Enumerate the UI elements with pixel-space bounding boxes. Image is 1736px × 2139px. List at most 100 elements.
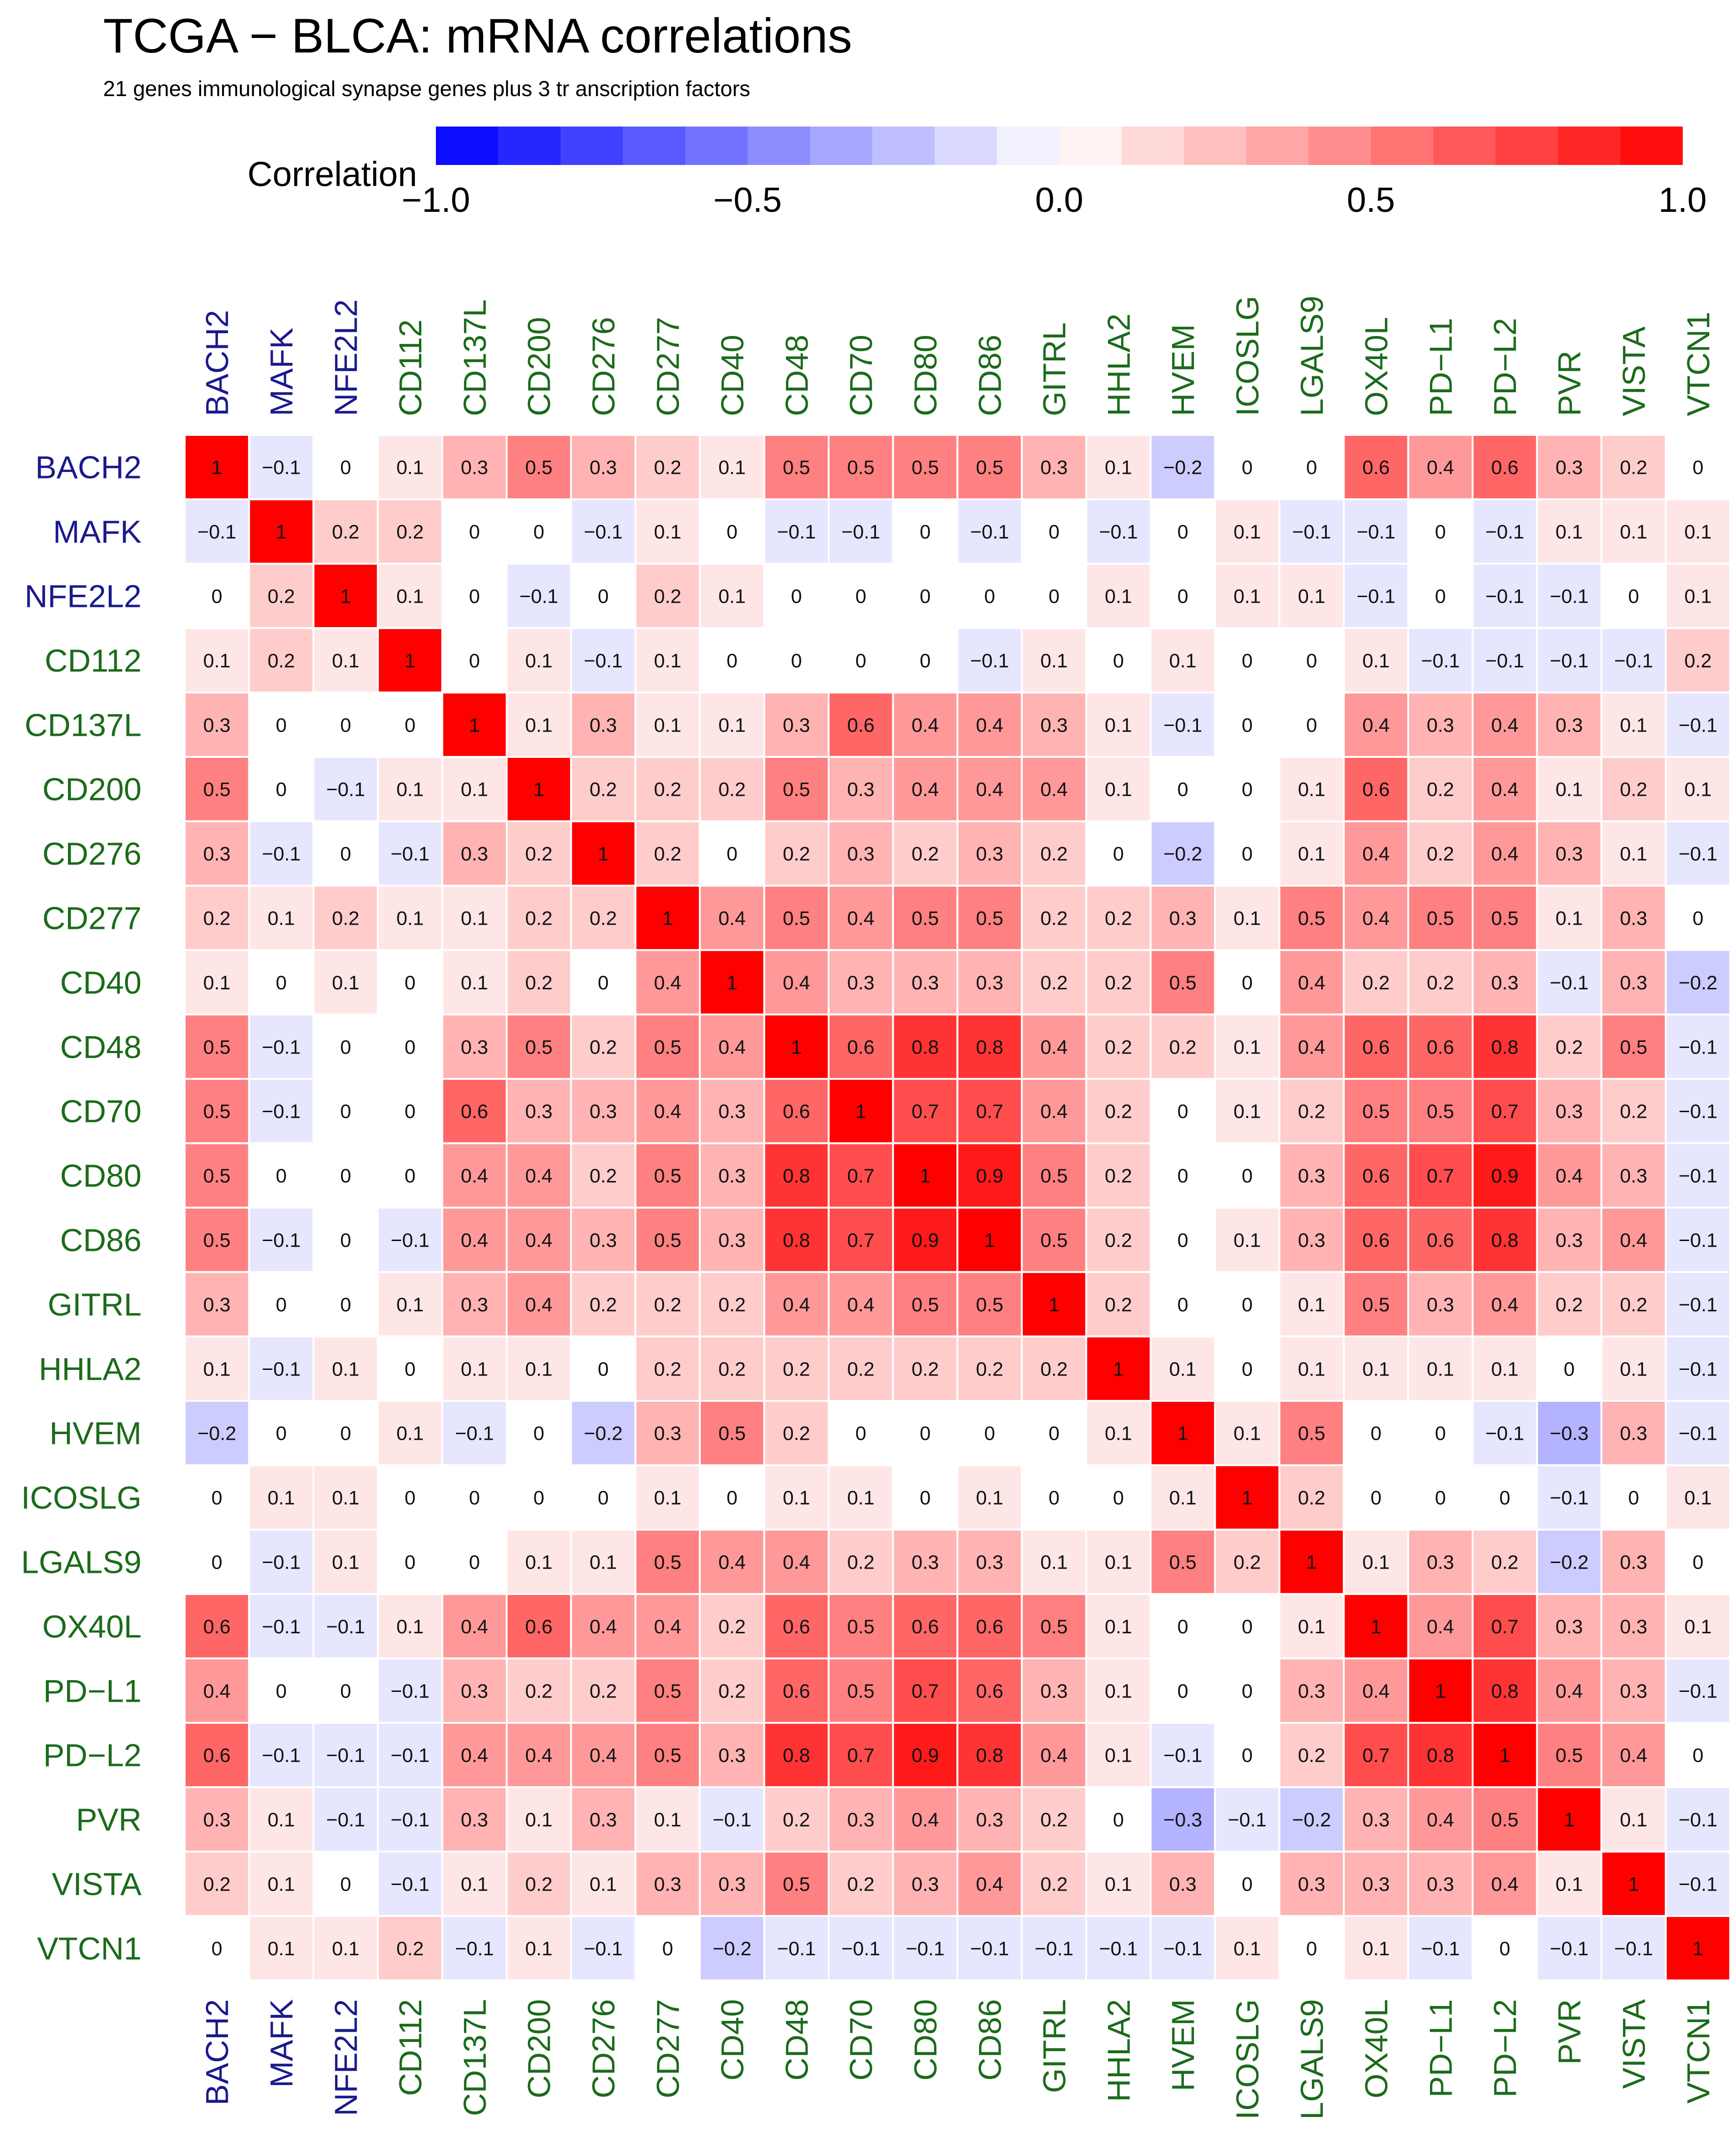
cell-value-label: 1 <box>1628 1873 1639 1895</box>
legend-bin <box>1620 127 1683 165</box>
heatmap-cell <box>1536 1464 1602 1531</box>
column-label-bottom: HVEM <box>1166 1999 1201 2091</box>
cell-value-label: 0.1 <box>332 1937 359 1960</box>
cell-value-label: 0.3 <box>718 1165 746 1187</box>
cell-value-label: 0.5 <box>203 1100 231 1122</box>
cell-value-label: 1 <box>276 521 286 543</box>
cell-value-label: 0.3 <box>461 1680 488 1702</box>
heatmap-cell <box>956 1786 1023 1853</box>
cell-value-label: 0.8 <box>912 1036 939 1058</box>
heatmap-cell <box>570 1593 636 1660</box>
cell-value-label: 0 <box>276 778 286 800</box>
cell-value-label: 0.2 <box>525 907 553 929</box>
column-label-top: GITRL <box>1037 322 1072 416</box>
heatmap-cell <box>184 1400 250 1466</box>
cell-value-label: −0.1 <box>1163 1937 1202 1960</box>
cell-value-label: −0.1 <box>390 1744 429 1766</box>
column-label-bottom: CD137L <box>457 1999 493 2117</box>
cell-value-label: 0 <box>533 521 544 543</box>
heatmap-cell <box>1021 1657 1087 1724</box>
cell-value-label: 0.5 <box>1298 1422 1325 1444</box>
cell-value-label: 0.2 <box>590 778 617 800</box>
cell-value-label: 0.3 <box>1491 972 1519 994</box>
heatmap-cell <box>1665 1915 1731 1982</box>
cell-value-label: 0 <box>469 521 480 543</box>
column-label-bottom: PD−L2 <box>1488 1999 1523 2098</box>
heatmap-cell <box>1665 1464 1731 1531</box>
cell-value-label: −0.1 <box>262 843 301 865</box>
cell-value-label: 0.4 <box>1620 1744 1647 1766</box>
cell-value-label: 0.3 <box>976 972 1003 994</box>
cell-value-label: 0.6 <box>1362 778 1390 800</box>
cell-value-label: 0.4 <box>1362 1680 1390 1702</box>
cell-value-label: 0.6 <box>1362 1036 1390 1058</box>
cell-value-label: 0.1 <box>976 1487 1003 1509</box>
legend-ticks: −1.0 −0.5 0.0 0.5 1.0 <box>402 180 1706 219</box>
cell-value-label: 0.3 <box>1556 714 1583 736</box>
cell-value-label: −0.1 <box>390 843 429 865</box>
cell-value-label: −0.1 <box>519 585 558 607</box>
heatmap-cell <box>1150 1078 1216 1144</box>
cell-value-label: 0.2 <box>1040 843 1068 865</box>
heatmap-cell <box>763 1850 830 1917</box>
heatmap-cell <box>1278 562 1345 629</box>
heatmap-cell <box>763 884 830 951</box>
cell-value-label: 0.6 <box>1362 456 1390 479</box>
heatmap-cell <box>1665 949 1731 1016</box>
cell-value-label: 0.3 <box>718 1229 746 1251</box>
column-label-bottom: HHLA2 <box>1101 1999 1137 2102</box>
cell-value-label: 0.1 <box>1620 1358 1647 1380</box>
heatmap-cell <box>763 434 830 501</box>
heatmap-cell <box>634 884 701 951</box>
heatmap-cell <box>1600 1078 1667 1144</box>
cell-value-label: −0.1 <box>326 1615 365 1638</box>
cell-value-label: 0.2 <box>1298 1487 1325 1509</box>
cell-value-label: 0.2 <box>718 1294 746 1316</box>
heatmap-cell <box>570 756 636 823</box>
heatmap-cell <box>1407 1206 1474 1273</box>
cell-value-label: −0.1 <box>1550 972 1589 994</box>
cell-value-label: 0.3 <box>1556 1615 1583 1638</box>
heatmap-cell <box>441 1657 508 1724</box>
cell-value-label: 0 <box>340 1294 351 1316</box>
heatmap-cell <box>763 1528 830 1595</box>
cell-value-label: 0 <box>276 1680 286 1702</box>
cell-value-label: 0 <box>404 1487 415 1509</box>
cell-value-label: 0.4 <box>525 1294 553 1316</box>
heatmap-cell <box>570 1657 636 1724</box>
cell-value-label: 0.1 <box>397 585 424 607</box>
cell-value-label: 0 <box>1113 650 1124 672</box>
heatmap-cell <box>1021 1013 1087 1080</box>
cell-value-label: −0.1 <box>1678 1809 1717 1831</box>
cell-value-label: 0.7 <box>976 1100 1003 1122</box>
row-label: CD80 <box>60 1158 142 1194</box>
heatmap-cell <box>699 1786 765 1853</box>
cell-value-label: 0 <box>1177 1680 1188 1702</box>
column-label-bottom: CD80 <box>908 1999 943 2081</box>
heatmap-cell <box>248 1915 314 1982</box>
cell-value-label: 0.5 <box>1298 907 1325 929</box>
column-label-bottom: MAFK <box>264 1999 299 2088</box>
heatmap-cell <box>1021 1786 1087 1853</box>
cell-value-label: 1 <box>855 1100 866 1122</box>
heatmap-cell <box>1150 627 1216 694</box>
heatmap-cell <box>1278 820 1345 887</box>
cell-value-label: 0.1 <box>1234 907 1261 929</box>
column-label-top: CD48 <box>779 335 815 416</box>
cell-value-label: 0.3 <box>1298 1229 1325 1251</box>
cell-value-label: 0.1 <box>783 1487 810 1509</box>
legend-bin <box>436 127 499 165</box>
cell-value-label: 0.5 <box>1362 1100 1390 1122</box>
legend-color-bar <box>436 127 1683 165</box>
cell-value-label: 0.5 <box>783 1873 810 1895</box>
column-label-top: LGALS9 <box>1295 296 1330 416</box>
heatmap-cell <box>312 1786 379 1853</box>
cell-value-label: −0.1 <box>1099 1937 1138 1960</box>
cell-value-label: 0.2 <box>1105 1294 1132 1316</box>
heatmap-cell <box>1085 627 1152 694</box>
cell-value-label: 0 <box>340 1165 351 1187</box>
cell-value-label: 0 <box>662 1937 673 1960</box>
legend-tick-label: 0.5 <box>1347 180 1395 219</box>
cell-value-label: 0.2 <box>1105 1100 1132 1122</box>
cell-value-label: 0.2 <box>525 1873 553 1895</box>
